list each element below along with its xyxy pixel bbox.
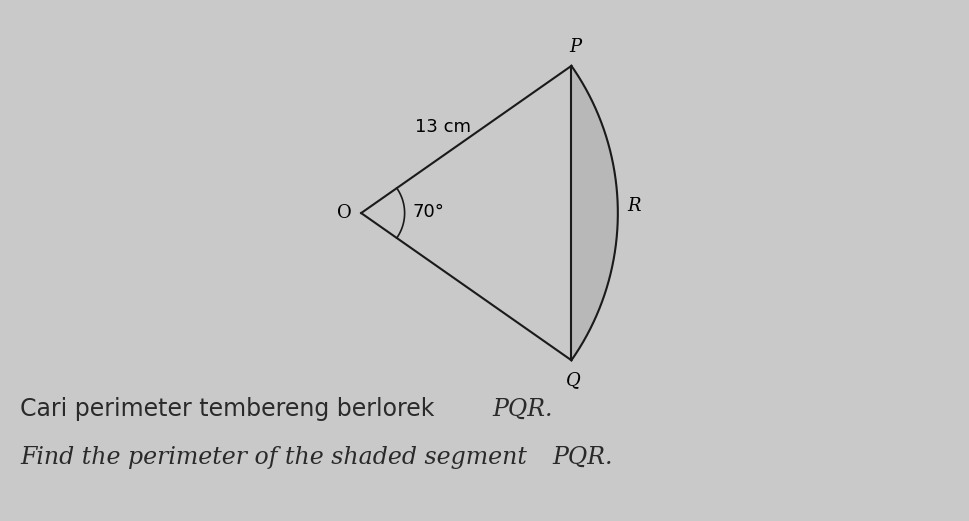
Text: Find the perimeter of the shaded segment: Find the perimeter of the shaded segment	[20, 446, 534, 469]
Polygon shape	[571, 66, 617, 361]
Text: O: O	[336, 204, 351, 222]
Text: PQR.: PQR.	[491, 398, 552, 421]
Text: 70°: 70°	[412, 203, 444, 221]
Text: PQR.: PQR.	[551, 446, 611, 469]
Text: P: P	[569, 38, 580, 56]
Text: Cari perimeter tembereng berlorek: Cari perimeter tembereng berlorek	[20, 397, 442, 421]
Text: 13 cm: 13 cm	[414, 118, 470, 135]
Text: Q: Q	[566, 371, 580, 389]
Text: R: R	[627, 197, 641, 215]
